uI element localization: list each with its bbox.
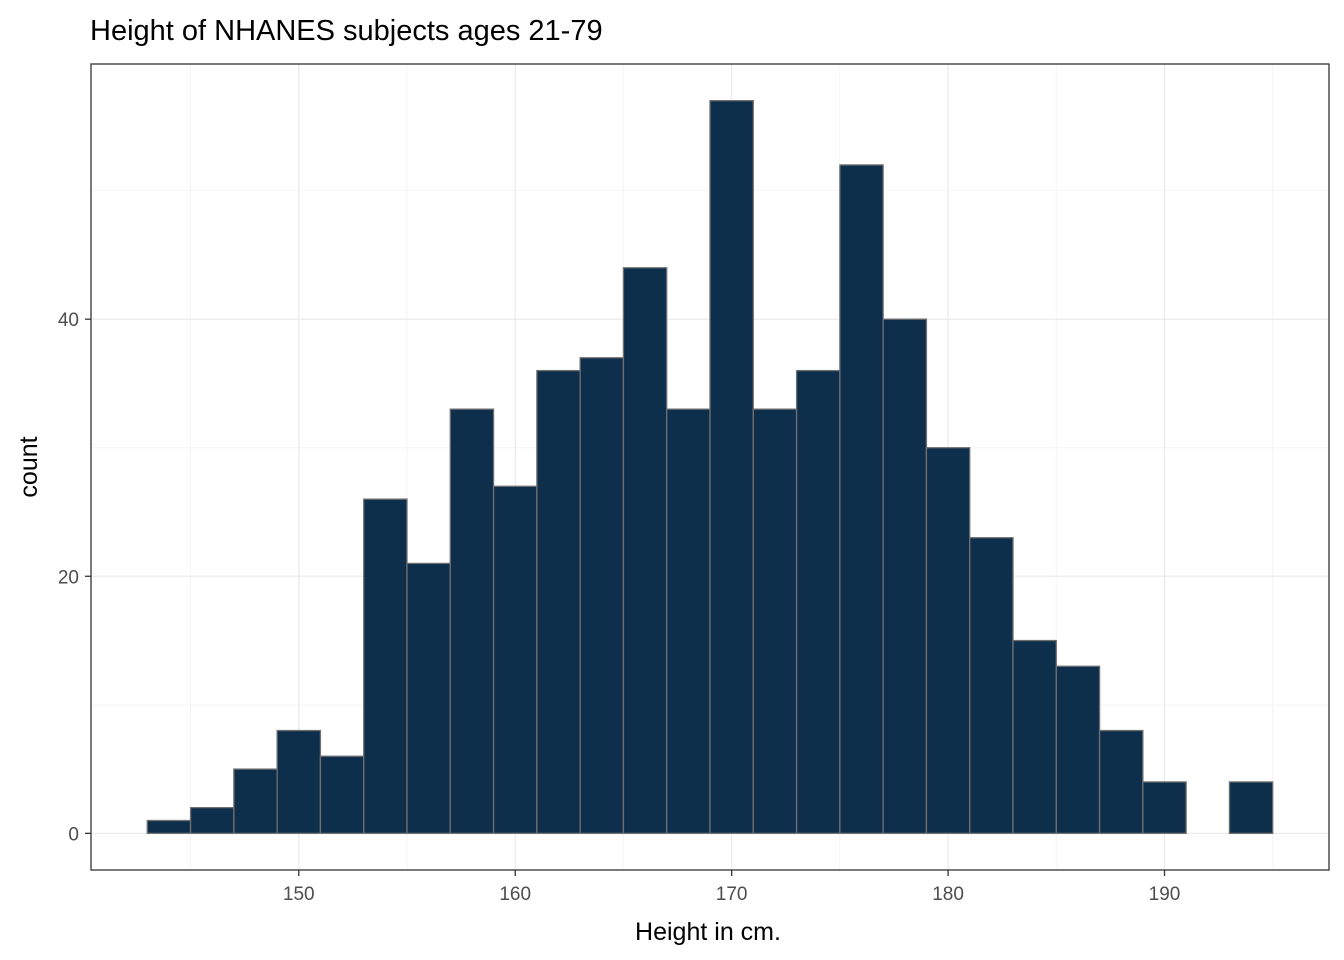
histogram-bar [1055, 665, 1101, 835]
histogram-bar [839, 164, 884, 835]
histogram-bar [882, 318, 928, 835]
chart-title: Height of NHANES subjects ages 21-79 [90, 15, 603, 47]
histogram-bars [146, 99, 1274, 835]
histogram-bar [1142, 781, 1187, 835]
histogram-bar [1228, 781, 1274, 835]
x-tick-label: 190 [1149, 884, 1181, 905]
histogram-bar [666, 408, 711, 835]
x-tick-label: 150 [283, 884, 315, 905]
y-tick-label: 20 [58, 567, 79, 588]
histogram-bar [319, 755, 365, 835]
histogram-bar [579, 357, 625, 835]
histogram-bar [189, 807, 235, 835]
histogram-bar [233, 768, 278, 835]
histogram-bar [492, 485, 538, 835]
panel-border [90, 63, 1330, 871]
x-axis-title: Height in cm. [635, 918, 781, 946]
y-axis-title: count [15, 436, 43, 497]
histogram-bar [536, 369, 581, 835]
histogram-bar [709, 99, 754, 835]
x-tick-label: 160 [499, 884, 531, 905]
histogram-bar [925, 447, 971, 835]
histogram-bar [795, 369, 841, 835]
histogram-bar [752, 408, 798, 835]
histogram-bar [146, 819, 192, 835]
x-tick-label: 180 [932, 884, 964, 905]
y-tick-label: 40 [58, 310, 79, 331]
x-axis: 150 160 170 180 190 [283, 870, 1180, 905]
histogram-bar [622, 267, 668, 835]
histogram-bar [276, 729, 322, 835]
histogram-bar [363, 498, 408, 835]
x-tick-label: 170 [716, 884, 748, 905]
histogram-bar [969, 537, 1014, 835]
histogram-bar [449, 408, 495, 835]
y-tick-label: 0 [68, 824, 79, 845]
histogram-bar [1098, 729, 1144, 835]
histogram-bar [1012, 639, 1057, 835]
histogram-bar [406, 562, 451, 835]
y-axis: 0 20 40 [58, 310, 91, 845]
